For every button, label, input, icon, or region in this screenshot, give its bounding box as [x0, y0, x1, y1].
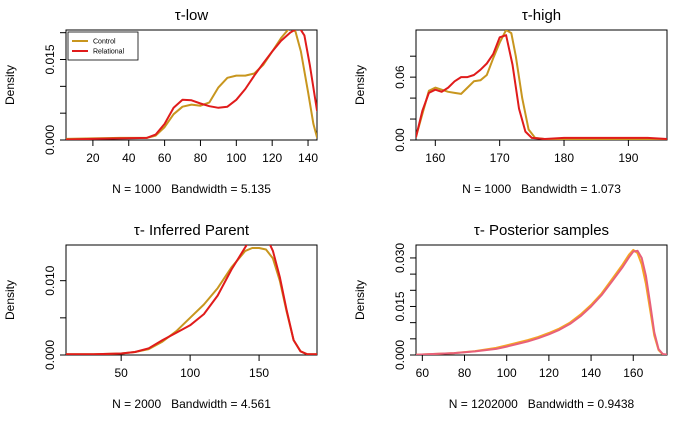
- x-tick-label: 80: [194, 151, 208, 165]
- density-curve-control: [416, 30, 667, 140]
- y-tick-label: 0.000: [43, 125, 57, 155]
- panel-title: τ- Inferred Parent: [134, 222, 250, 239]
- y-tick-label: 0.00: [393, 128, 407, 152]
- panel-title: τ- Posterior samples: [474, 222, 609, 239]
- density-curve-relational: [416, 34, 667, 140]
- y-axis-label: Density: [3, 280, 17, 320]
- y-axis-label: Density: [3, 65, 17, 105]
- x-axis-label: N = 1202000 Bandwidth = 0.9438: [449, 397, 635, 411]
- density-curve-relational: [66, 30, 317, 140]
- plot-frame: [65, 244, 318, 356]
- x-tick-label: 140: [298, 151, 318, 165]
- x-tick-label: 60: [416, 366, 430, 380]
- y-tick-label: 0.015: [43, 44, 57, 74]
- x-tick-label: 170: [490, 151, 510, 165]
- x-tick-label: 40: [122, 151, 136, 165]
- x-axis-label: N = 1000 Bandwidth = 5.135: [112, 182, 271, 196]
- x-tick-label: 50: [114, 366, 128, 380]
- density-curve-control: [66, 247, 317, 355]
- y-tick-label: 0.010: [43, 265, 57, 295]
- legend-label: Control: [93, 39, 116, 46]
- x-tick-label: 20: [86, 151, 100, 165]
- density-panel-2: τ-high 160 170 180 190 0.00 0.06 Density N = 100…: [353, 7, 668, 196]
- x-tick-label: 120: [262, 151, 282, 165]
- density-curve-relational: [416, 249, 667, 355]
- panel-title: τ-low: [175, 7, 209, 24]
- x-tick-label: 190: [618, 151, 638, 165]
- plot-frame: [415, 29, 668, 141]
- y-axis-label: Density: [353, 280, 367, 320]
- legend-label: Relational: [93, 49, 125, 56]
- y-tick-label: 0.000: [43, 340, 57, 370]
- x-tick-label: 140: [581, 366, 601, 380]
- plot-frame: [65, 29, 318, 141]
- x-tick-label: 100: [497, 366, 517, 380]
- density-panel-3: τ- Inferred Parent 50 100 150 0.000 0.010 Dens…: [3, 222, 318, 411]
- y-tick-label: 0.030: [393, 243, 407, 273]
- x-tick-label: 60: [158, 151, 172, 165]
- y-tick-label: 0.06: [393, 65, 407, 89]
- plot-frame: [415, 244, 668, 356]
- x-tick-label: 160: [425, 151, 445, 165]
- x-tick-label: 120: [539, 366, 559, 380]
- density-curve-control: [66, 30, 317, 140]
- legend: Control Relational: [67, 31, 139, 61]
- y-axis-label: Density: [353, 65, 367, 105]
- y-tick-label: 0.000: [393, 340, 407, 370]
- x-tick-label: 160: [623, 366, 643, 380]
- x-tick-label: 100: [180, 366, 200, 380]
- x-axis-label: N = 2000 Bandwidth = 4.561: [112, 397, 271, 411]
- x-tick-label: 180: [554, 151, 574, 165]
- x-tick-label: 150: [249, 366, 269, 380]
- density-panel-1: τ-low 20 40 60 80 100 120 140 0.000 0.015 Density N…: [3, 7, 318, 196]
- y-tick-label: 0.015: [393, 291, 407, 321]
- x-tick-label: 100: [226, 151, 246, 165]
- density-curve-relational: [66, 245, 317, 355]
- density-panel-4: τ- Posterior samples 60 80 100 120 140 160 0.00…: [353, 222, 668, 411]
- x-axis-label: N = 1000 Bandwidth = 1.073: [462, 182, 621, 196]
- panel-title: τ-high: [522, 7, 561, 24]
- density-curve-control: [416, 248, 667, 355]
- x-tick-label: 80: [458, 366, 472, 380]
